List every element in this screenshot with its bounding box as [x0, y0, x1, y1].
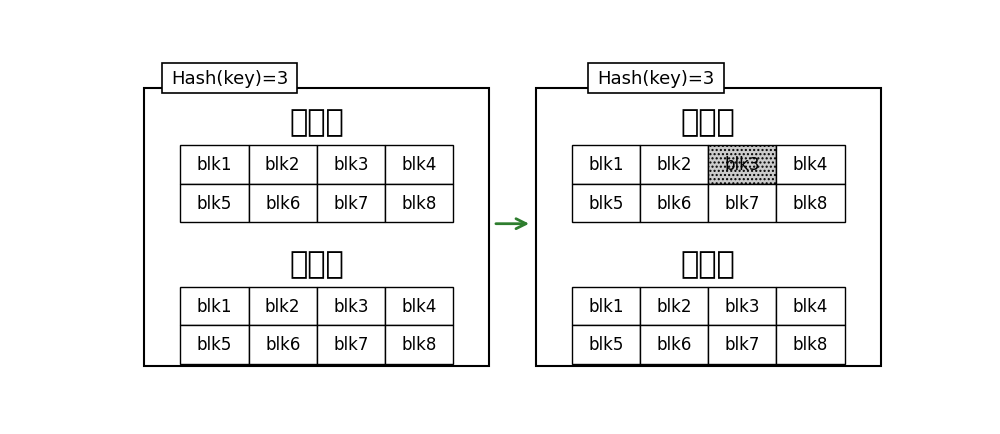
Text: blk5: blk5: [588, 194, 624, 212]
Text: blk6: blk6: [656, 194, 692, 212]
Bar: [640, 287, 708, 326]
Bar: [317, 326, 385, 364]
Text: blk4: blk4: [401, 297, 437, 315]
Text: blk5: blk5: [588, 335, 624, 354]
Text: blk2: blk2: [265, 156, 300, 174]
Bar: [385, 287, 453, 326]
Text: blk7: blk7: [725, 335, 760, 354]
Bar: [180, 184, 249, 223]
Bar: [317, 287, 385, 326]
Bar: [640, 146, 708, 184]
Bar: [708, 184, 776, 223]
Bar: [640, 184, 708, 223]
Bar: [708, 287, 776, 326]
Text: blk2: blk2: [265, 297, 300, 315]
Text: blk5: blk5: [197, 335, 232, 354]
Bar: [572, 146, 640, 184]
Bar: [385, 146, 453, 184]
Bar: [317, 146, 385, 184]
Bar: [572, 287, 640, 326]
Bar: [640, 326, 708, 364]
Text: blk4: blk4: [401, 156, 437, 174]
Text: blk3: blk3: [333, 297, 369, 315]
Bar: [776, 326, 845, 364]
Bar: [144, 89, 489, 366]
Text: blk2: blk2: [656, 297, 692, 315]
Text: blk4: blk4: [793, 156, 828, 174]
Text: 溢出块: 溢出块: [681, 249, 736, 278]
Text: blk6: blk6: [265, 335, 300, 354]
Bar: [385, 184, 453, 223]
Bar: [708, 326, 776, 364]
Text: blk1: blk1: [197, 297, 232, 315]
Text: blk1: blk1: [588, 297, 624, 315]
Bar: [776, 146, 845, 184]
Text: blk8: blk8: [401, 335, 437, 354]
Text: blk7: blk7: [333, 335, 369, 354]
Text: blk3: blk3: [333, 156, 369, 174]
Text: blk6: blk6: [265, 194, 300, 212]
Bar: [249, 146, 317, 184]
Bar: [572, 326, 640, 364]
Text: blk7: blk7: [333, 194, 369, 212]
Bar: [180, 326, 249, 364]
Bar: [249, 287, 317, 326]
Text: blk4: blk4: [793, 297, 828, 315]
Bar: [776, 184, 845, 223]
Text: blk8: blk8: [793, 194, 828, 212]
Bar: [180, 287, 249, 326]
Bar: [385, 326, 453, 364]
Text: blk1: blk1: [197, 156, 232, 174]
Text: blk5: blk5: [197, 194, 232, 212]
Text: 基本块: 基本块: [289, 108, 344, 137]
Bar: [249, 326, 317, 364]
Text: blk7: blk7: [725, 194, 760, 212]
Text: blk8: blk8: [401, 194, 437, 212]
Text: 溢出块: 溢出块: [289, 249, 344, 278]
Text: blk8: blk8: [793, 335, 828, 354]
Bar: [180, 146, 249, 184]
Bar: [776, 287, 845, 326]
Bar: [708, 146, 776, 184]
Bar: [536, 89, 881, 366]
Bar: [572, 184, 640, 223]
Text: 基本块: 基本块: [681, 108, 736, 137]
Text: blk1: blk1: [588, 156, 624, 174]
Text: Hash(key)=3: Hash(key)=3: [171, 70, 288, 88]
Bar: [162, 64, 297, 94]
Text: blk3: blk3: [725, 297, 760, 315]
Bar: [317, 184, 385, 223]
Bar: [588, 64, 724, 94]
Text: blk3: blk3: [725, 156, 760, 174]
Bar: [249, 184, 317, 223]
Text: Hash(key)=3: Hash(key)=3: [597, 70, 715, 88]
Text: blk2: blk2: [656, 156, 692, 174]
Text: blk6: blk6: [656, 335, 692, 354]
